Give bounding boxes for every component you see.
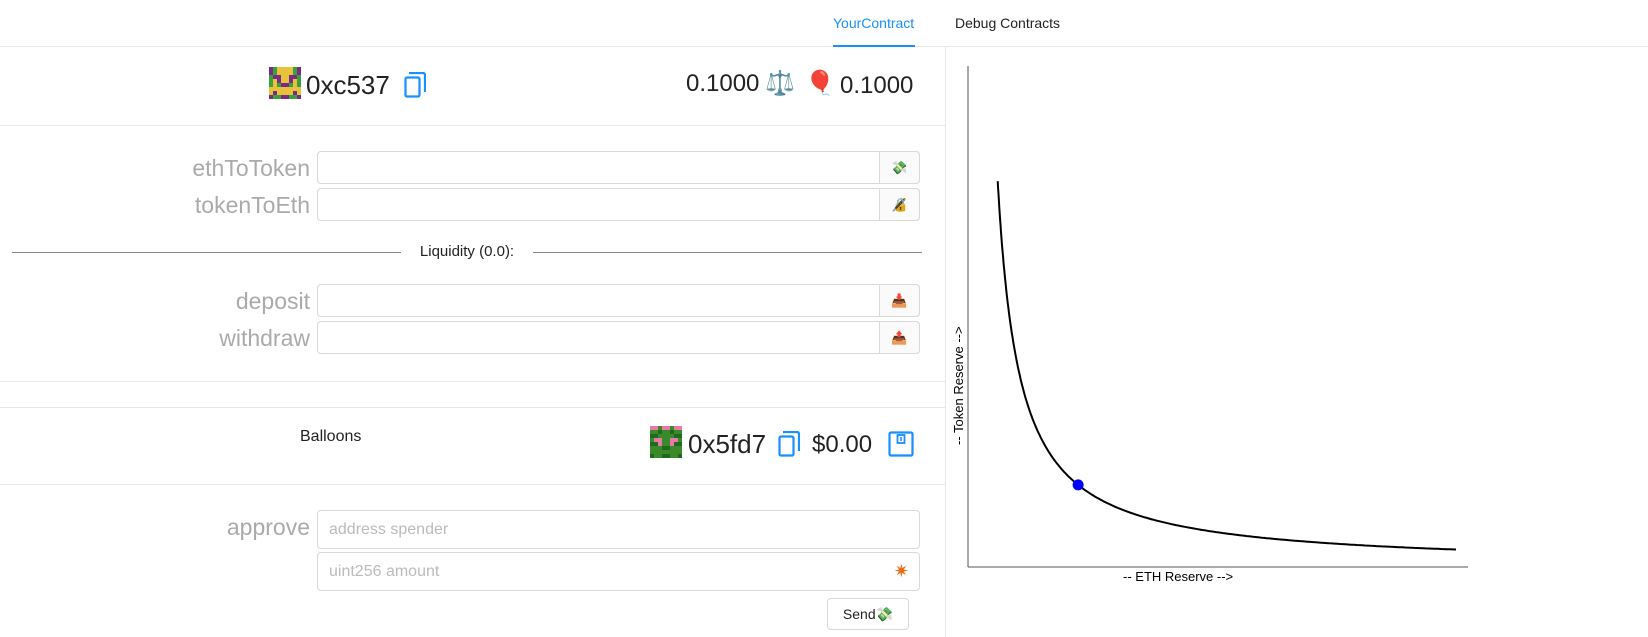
eth-to-token-input[interactable] [318,152,878,183]
lock-icon[interactable]: 🔏 [879,188,920,221]
amount-input-box: ✷ [317,552,920,591]
token-to-eth-label: tokenToEth [194,192,310,218]
outbox-icon[interactable]: 📤 [879,321,920,354]
money-icon[interactable]: 💸 [879,151,920,184]
balloon-icon: 🎈 [805,70,835,97]
tab-your-contract[interactable]: YourContract [833,15,915,31]
token-name: Balloons [300,428,362,445]
token-balance: 0.1000 [840,72,914,99]
active-tab-indicator [833,45,915,47]
token-usd-balance: $0.00 [812,431,873,458]
deposit-label: deposit [235,288,310,314]
sparkle-icon[interactable]: ✷ [893,561,909,581]
withdraw-input-group: 📤 [317,321,920,354]
tab-debug-contracts[interactable]: Debug Contracts [955,15,1061,31]
account-avatar [269,67,301,99]
contract-panel [0,47,946,637]
approve-label: approve [226,514,310,540]
deposit-input[interactable] [318,285,878,316]
divider [0,125,946,126]
y-axis-label: -- Token Reserve --> [951,326,966,445]
current-reserve-point [1072,479,1084,491]
account-address[interactable]: 0xc537 [306,70,390,100]
deposit-input-group: 📥 [317,284,920,317]
withdraw-input[interactable] [318,322,878,353]
send-button[interactable]: Send💸 [827,598,909,630]
liquidity-divider-right [533,252,922,253]
reserve-curve [996,181,1457,551]
scale-icon: ⚖️ [765,70,795,97]
eth-to-token-label: ethToToken [192,155,310,181]
inbox-in-icon[interactable]: 📥 [879,284,920,317]
token-to-eth-input-group: 🔏 [317,188,920,221]
amount-input[interactable] [329,553,869,590]
token-to-eth-input[interactable] [318,189,878,220]
spender-input[interactable] [329,511,869,548]
copy-icon[interactable] [778,431,800,457]
reserve-curve-chart: -- ETH Reserve --> -- Token Reserve --> [951,66,1468,584]
x-axis-label: -- ETH Reserve --> [1123,569,1233,584]
divider [0,407,946,408]
liquidity-divider-left [12,252,401,253]
wallet-icon[interactable] [888,431,914,457]
token-avatar [650,426,682,458]
top-nav: YourContract Debug Contracts [0,0,1648,47]
eth-balance: 0.1000 [686,70,760,97]
copy-icon[interactable] [404,72,426,98]
divider [0,484,946,485]
divider [0,381,946,382]
withdraw-label: withdraw [219,325,310,351]
liquidity-title: Liquidity (0.0): [419,243,515,260]
eth-to-token-input-group: 💸 [317,151,920,184]
token-address[interactable]: 0x5fd7 [688,429,767,459]
spender-input-box [317,510,920,549]
